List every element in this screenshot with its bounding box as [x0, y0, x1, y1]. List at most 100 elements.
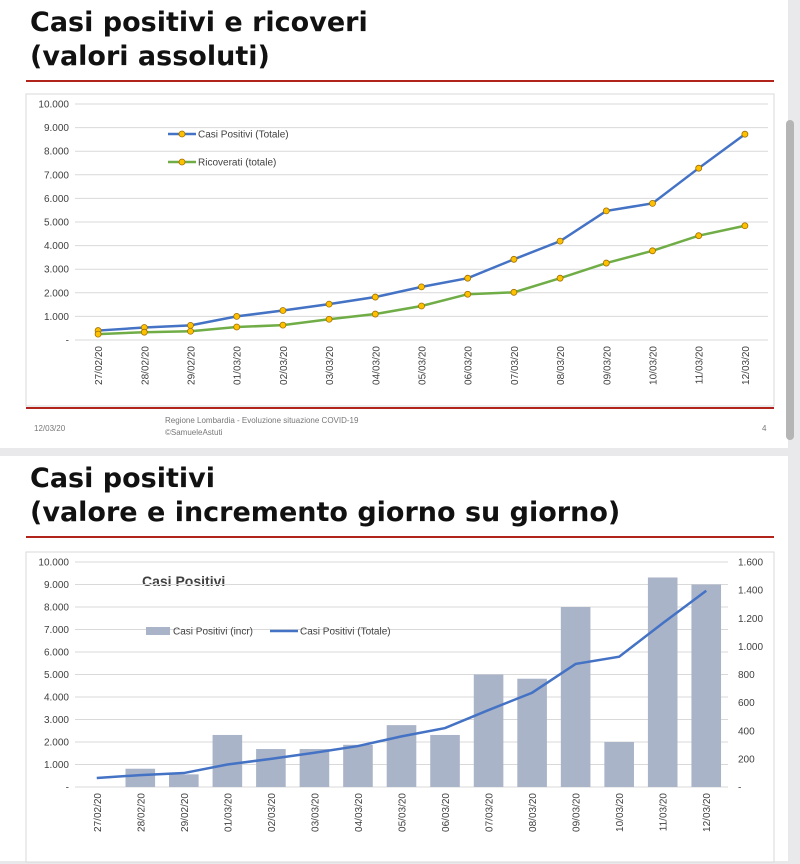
- bar: [473, 674, 504, 787]
- x-tick-label: 02/03/20: [267, 793, 278, 832]
- y-tick-label: 4.000: [44, 241, 69, 252]
- series-line: [96, 589, 707, 780]
- x-tick-label: 27/02/20: [94, 346, 105, 385]
- y-tick-label: 9.000: [44, 123, 69, 134]
- footer-author: ©SamueleAstuti: [165, 428, 223, 437]
- chart-frame: [25, 93, 775, 407]
- data-point: [649, 199, 656, 207]
- x-tick-label: 12/03/20: [702, 793, 713, 832]
- combo-chart-casi-positivi: Casi Positivi - 1.000 2.000 3.000 4.000 5.000…: [25, 551, 775, 863]
- y-right-tick-label: 1.200: [738, 614, 763, 625]
- chart-title: Casi Positivi: [142, 573, 225, 589]
- data-point: [464, 290, 472, 298]
- y-tick-label: 1.000: [44, 312, 69, 323]
- y-left-tick-label: 1.000: [44, 760, 69, 771]
- title-rule: [26, 80, 774, 82]
- footer-source: Regione Lombardia - Evoluzione situazion…: [165, 416, 359, 425]
- y-tick-label: 2.000: [44, 288, 69, 299]
- bar: [560, 607, 591, 787]
- y-left-tick-label: 7.000: [44, 625, 69, 636]
- y-left-tick-label: -: [66, 783, 69, 794]
- data-point: [556, 274, 564, 282]
- y-left-tick-label: 10.000: [38, 558, 69, 569]
- y-tick-label: 6.000: [44, 194, 69, 205]
- bar: [604, 742, 634, 787]
- x-tick-label: 29/02/20: [187, 346, 198, 385]
- title-line-1: Casi positivi e ricoveri: [30, 7, 368, 38]
- y-tick-label: 8.000: [44, 147, 69, 158]
- slide-title: Casi positivi (valore e incremento giorn…: [30, 462, 620, 530]
- data-point: [695, 232, 703, 240]
- y-left-tick-label: 8.000: [44, 603, 69, 614]
- x-tick-label: 27/02/20: [93, 793, 104, 832]
- y-left-tick-label: 5.000: [44, 670, 69, 681]
- title-line-2: (valore e incremento giorno su giorno): [30, 497, 621, 528]
- data-point: [187, 321, 194, 329]
- x-tick-label: 12/03/20: [741, 346, 752, 385]
- x-tick-label: 08/03/20: [556, 346, 567, 385]
- x-tick-label: 03/03/20: [325, 346, 336, 385]
- legend-swatch-bar: [146, 627, 170, 635]
- data-point: [325, 315, 333, 323]
- bar: [212, 734, 243, 787]
- data-point: [510, 255, 518, 263]
- footer-date: 12/03/20: [34, 424, 66, 433]
- y-tick-label: 10.000: [38, 100, 69, 111]
- x-tick-label: 06/03/20: [464, 346, 475, 385]
- x-tick-label: 11/03/20: [695, 346, 706, 385]
- y-tick-label: 7.000: [44, 170, 69, 181]
- y-right-tick-label: 200: [738, 754, 755, 765]
- legend-label: Ricoverati (totale): [198, 158, 276, 169]
- data-point: [140, 328, 148, 336]
- y-left-tick-label: 3.000: [44, 715, 69, 726]
- y-left-tick-label: 6.000: [44, 648, 69, 659]
- y-tick-label: -: [66, 336, 69, 347]
- data-point: [556, 237, 564, 245]
- legend-marker: [178, 130, 186, 138]
- y-right-tick-label: -: [738, 783, 741, 794]
- data-point: [510, 288, 518, 296]
- data-point: [649, 247, 656, 255]
- vertical-scrollbar[interactable]: [786, 120, 794, 440]
- legend-label: Casi Positivi (Totale): [300, 627, 391, 638]
- slide-4: Casi positivi e ricoveri (valori assolut…: [0, 0, 788, 448]
- legend-label: Casi Positivi (incr): [173, 627, 253, 638]
- data-point: [418, 302, 425, 310]
- x-tick-label: 09/03/20: [602, 346, 613, 385]
- y-tick-label: 3.000: [44, 265, 69, 276]
- data-point: [741, 222, 749, 230]
- bar: [430, 734, 460, 787]
- page-number: 4: [762, 424, 767, 433]
- x-tick-label: 03/03/20: [310, 793, 321, 832]
- data-point: [187, 327, 194, 335]
- data-point: [741, 130, 749, 138]
- bar: [343, 744, 373, 787]
- x-tick-label: 01/03/20: [233, 346, 244, 385]
- x-tick-label: 28/02/20: [136, 793, 147, 832]
- x-tick-label: 29/02/20: [180, 793, 191, 832]
- data-point: [464, 274, 472, 282]
- title-line-2: (valori assoluti): [30, 41, 270, 72]
- x-tick-label: 05/03/20: [418, 346, 429, 385]
- bar: [256, 749, 286, 787]
- x-tick-label: 07/03/20: [485, 793, 496, 832]
- data-point: [602, 207, 610, 215]
- line-chart-casi-ricoverati: - 1.000 2.000 3.000 4.000 5.000 6.000 7.000 8.00…: [25, 93, 775, 407]
- y-left-tick-label: 2.000: [44, 738, 69, 749]
- bar: [125, 768, 156, 787]
- x-tick-label: 02/03/20: [279, 346, 290, 385]
- x-tick-label: 10/03/20: [615, 793, 626, 832]
- slide-title: Casi positivi e ricoveri (valori assolut…: [30, 6, 368, 74]
- y-left-tick-label: 4.000: [44, 693, 69, 704]
- data-point: [602, 259, 610, 267]
- y-right-tick-label: 1.400: [738, 586, 763, 597]
- slide-5: Casi positivi (valore e incremento giorn…: [0, 456, 788, 863]
- data-point: [94, 330, 102, 338]
- y-right-tick-label: 1.600: [738, 558, 763, 569]
- footer-rule: [26, 407, 774, 409]
- x-tick-label: 10/03/20: [649, 346, 660, 385]
- x-tick-label: 04/03/20: [371, 346, 382, 385]
- y-right-tick-label: 400: [738, 726, 755, 737]
- y-right-tick-label: 600: [738, 698, 755, 709]
- data-point: [279, 321, 287, 329]
